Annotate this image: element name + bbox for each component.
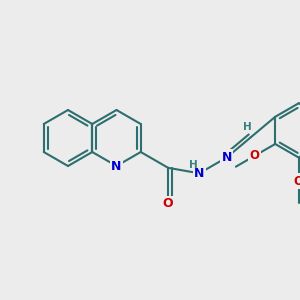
Text: H: H [243, 122, 251, 132]
Text: H: H [189, 160, 198, 170]
Text: O: O [294, 175, 300, 188]
Text: O: O [250, 149, 260, 162]
Text: N: N [221, 151, 232, 164]
Text: N: N [111, 160, 122, 172]
Text: N: N [194, 167, 205, 180]
Text: O: O [163, 197, 173, 210]
